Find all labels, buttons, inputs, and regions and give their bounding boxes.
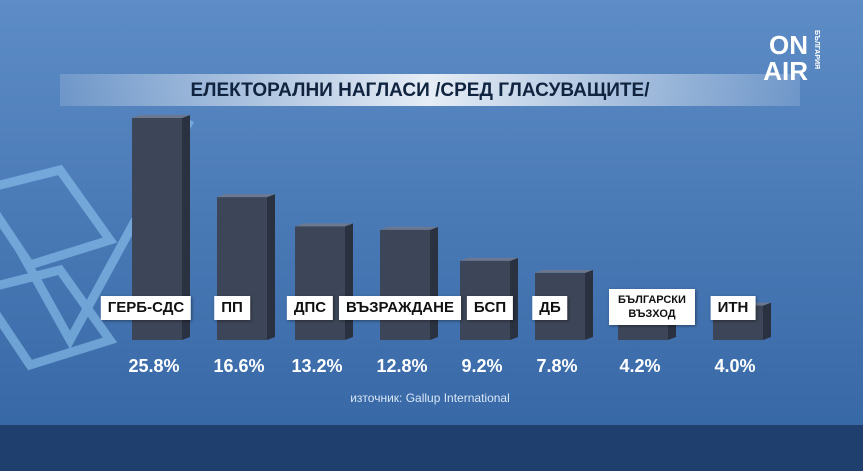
category-label: БСП [466, 296, 514, 320]
logo-side: БЪЛГАРИЯ [813, 30, 820, 69]
bar [295, 223, 353, 340]
bottom-strip [0, 425, 863, 471]
logo-air: AIR [763, 56, 808, 86]
chart-title: ЕЛЕКТОРАЛНИ НАГЛАСИ /СРЕД ГЛАСУВАЩИТЕ/ [191, 80, 651, 101]
bar [380, 226, 438, 340]
value-label: 4.0% [714, 356, 755, 376]
value-label: 9.2% [461, 356, 502, 376]
category-label: ВЪЗРАЖДАНЕ [339, 296, 461, 320]
value-label: 16.6% [213, 356, 264, 376]
title-band [60, 74, 800, 106]
category-label: ИТН [710, 296, 756, 320]
logo-on: ON [769, 30, 808, 60]
category-label: ДБ [532, 296, 568, 320]
category-label: ПП [214, 296, 250, 320]
value-label: 25.8% [128, 356, 179, 376]
value-label: 4.2% [619, 356, 660, 376]
category-label: ДПС [286, 296, 334, 320]
value-label: 7.8% [536, 356, 577, 376]
source: източник: Gallup International [350, 391, 510, 405]
value-label: 12.8% [376, 356, 427, 376]
category-label: ГЕРБ-СДС [100, 296, 192, 320]
category-label: БЪЛГАРСКИ ВЪЗХОД [609, 289, 695, 325]
value-label: 13.2% [291, 356, 342, 376]
